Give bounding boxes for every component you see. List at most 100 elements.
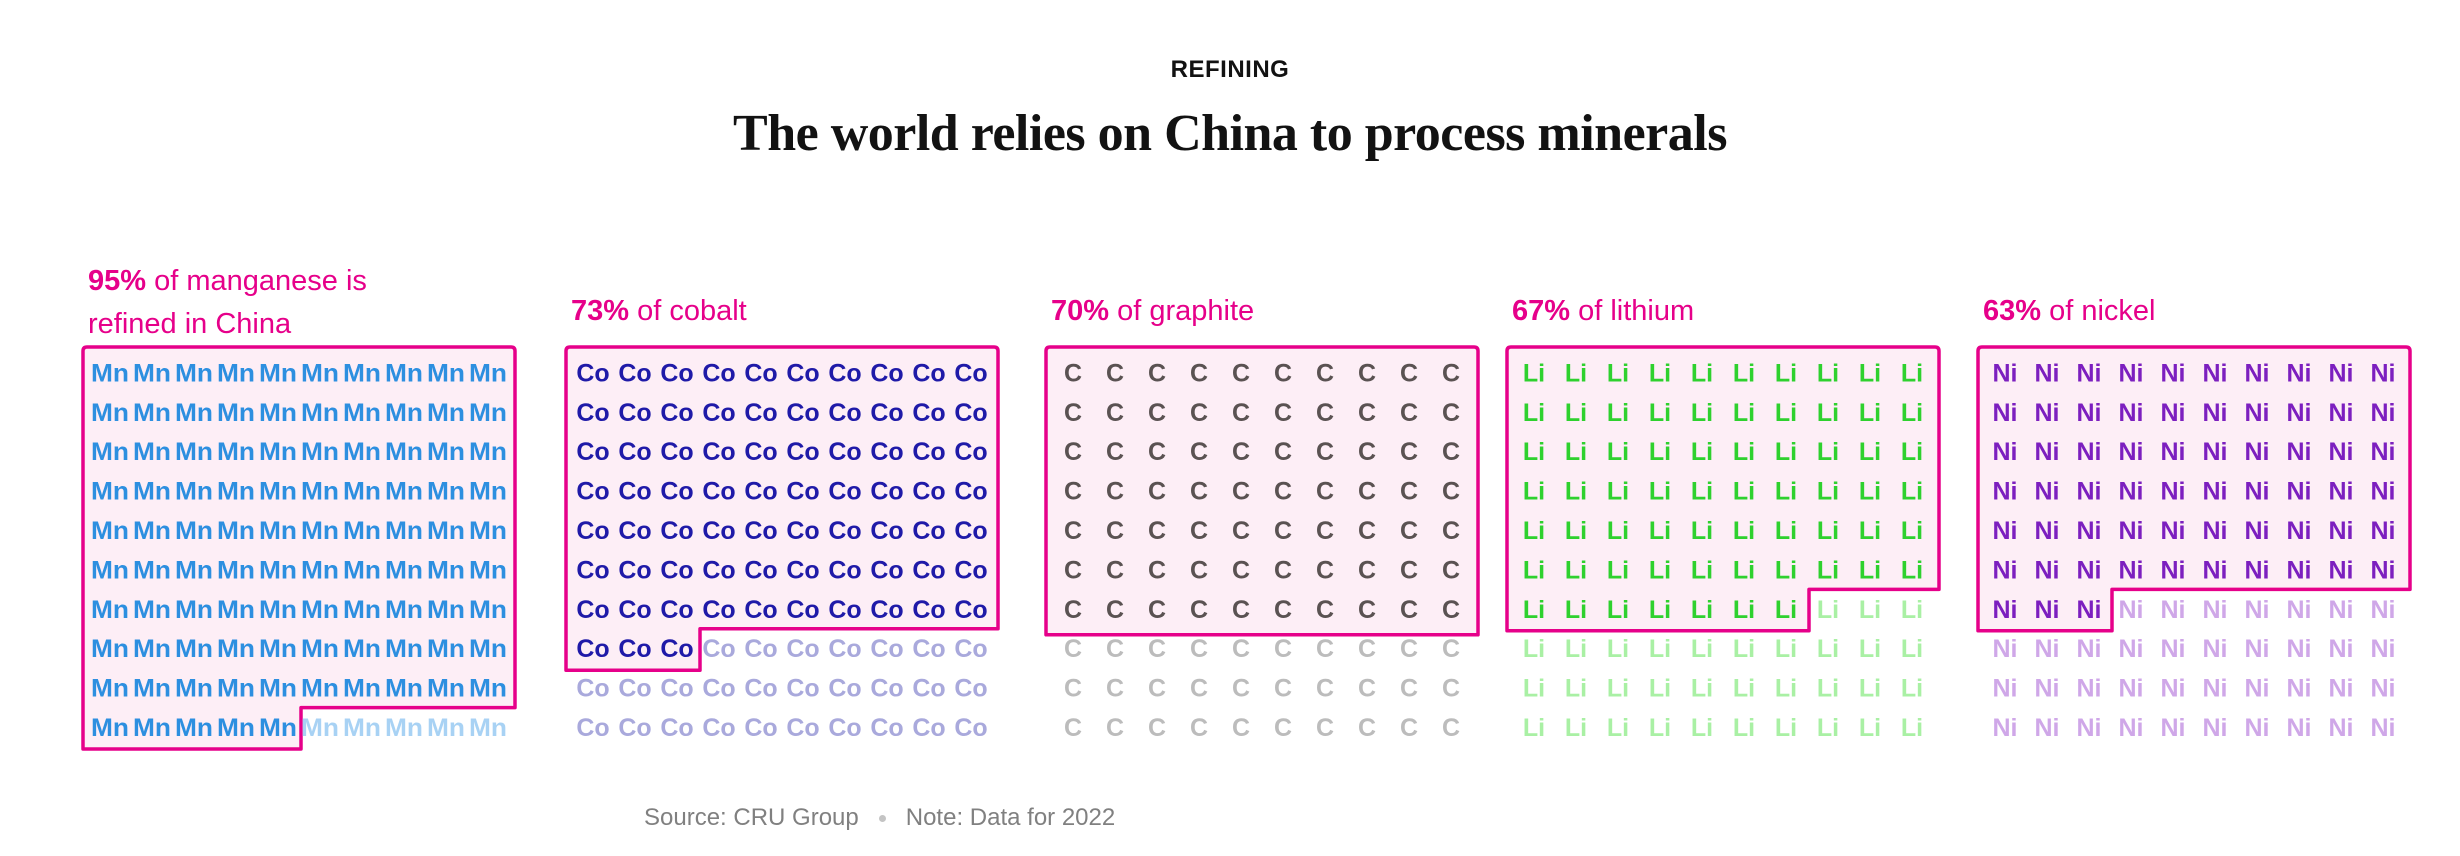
panel-label-percent: 67%: [1512, 295, 1570, 327]
unit-china: C: [1232, 596, 1250, 624]
unit-rest-of-world: Co: [744, 675, 777, 703]
china-share-outline: [1044, 345, 1480, 637]
unit-rest-of-world: Li: [1649, 714, 1671, 742]
unit-china: Mn: [343, 399, 381, 427]
unit-china: Co: [786, 478, 819, 506]
unit-china: Mn: [133, 596, 171, 624]
unit-china: Co: [744, 359, 777, 387]
unit-china: Mn: [301, 359, 339, 387]
unit-china: C: [1400, 517, 1418, 545]
unit-rest-of-world: C: [1442, 675, 1460, 703]
unit-china: Li: [1607, 438, 1629, 466]
unit-china: Ni: [1993, 359, 2018, 387]
unit-rest-of-world: Ni: [2371, 675, 2396, 703]
unit-rest-of-world: Co: [870, 714, 903, 742]
unit-rest-of-world: C: [1316, 675, 1334, 703]
unit-china: Li: [1691, 517, 1713, 545]
unit-rest-of-world: Ni: [2245, 714, 2270, 742]
unit-rest-of-world: C: [1358, 714, 1376, 742]
unit-china: C: [1442, 399, 1460, 427]
unit-rest-of-world: Co: [618, 714, 651, 742]
unit-china: Ni: [1993, 517, 2018, 545]
unit-china: Li: [1523, 359, 1545, 387]
unit-rest-of-world: Co: [786, 635, 819, 663]
unit-china: Mn: [385, 675, 423, 703]
panel-nickel: 63% of nickel Ni Ni Ni Ni Ni Ni Ni Ni Ni Ni Ni Ni Ni N…: [1976, 295, 2412, 742]
unit-china: Li: [1775, 517, 1797, 545]
unit-china: Mn: [259, 517, 297, 545]
unit-china: Co: [786, 517, 819, 545]
unit-china: Mn: [385, 399, 423, 427]
unit-china: Li: [1565, 478, 1587, 506]
unit-china: Mn: [175, 714, 213, 742]
unit-rest-of-world: Ni: [2329, 596, 2354, 624]
unit-rest-of-world: C: [1400, 675, 1418, 703]
unit-china: C: [1274, 517, 1292, 545]
unit-china: Li: [1523, 556, 1545, 584]
chart-title: The world relies on China to process min…: [733, 105, 1727, 162]
unit-rest-of-world: Co: [702, 675, 735, 703]
unit-china: Co: [660, 635, 693, 663]
unit-china: Ni: [1993, 556, 2018, 584]
unit-rest-of-world: C: [1148, 675, 1166, 703]
unit-china: Ni: [2287, 478, 2312, 506]
unit-china: Co: [618, 556, 651, 584]
unit-rest-of-world: Li: [1733, 635, 1755, 663]
unit-rest-of-world: C: [1190, 714, 1208, 742]
unit-china: C: [1106, 517, 1124, 545]
unit-china: Ni: [2035, 359, 2060, 387]
unit-china: Mn: [91, 359, 129, 387]
unit-china: Mn: [301, 438, 339, 466]
unit-china: Mn: [91, 635, 129, 663]
unit-china: Co: [744, 517, 777, 545]
unit-china: Li: [1859, 556, 1881, 584]
unit-rest-of-world: Li: [1691, 714, 1713, 742]
unit-china: Li: [1733, 438, 1755, 466]
china-share-outline: [564, 345, 1000, 672]
unit-china: Li: [1901, 438, 1923, 466]
unit-china: C: [1358, 399, 1376, 427]
unit-rest-of-world: Ni: [1993, 675, 2018, 703]
unit-china: Co: [618, 399, 651, 427]
unit-china: C: [1442, 478, 1460, 506]
unit-china: Li: [1733, 556, 1755, 584]
unit-china: Co: [702, 517, 735, 545]
unit-china: Ni: [2161, 556, 2186, 584]
unit-rest-of-world: Co: [744, 714, 777, 742]
china-share-outline: [81, 345, 517, 751]
unit-rest-of-world: Li: [1565, 675, 1587, 703]
unit-rest-of-world: Li: [1859, 714, 1881, 742]
unit-china: C: [1442, 359, 1460, 387]
unit-rest-of-world: Co: [576, 675, 609, 703]
unit-china: Li: [1649, 438, 1671, 466]
unit-rest-of-world: Ni: [2329, 675, 2354, 703]
unit-rest-of-world: C: [1274, 714, 1292, 742]
unit-rest-of-world: Mn: [301, 714, 339, 742]
unit-china: C: [1274, 399, 1292, 427]
unit-china: C: [1190, 438, 1208, 466]
unit-china: Mn: [175, 438, 213, 466]
unit-china: Ni: [2119, 556, 2144, 584]
unit-china: C: [1064, 399, 1082, 427]
panel-label-percent: 95%: [88, 265, 146, 297]
unit-china: Co: [744, 596, 777, 624]
unit-china: Ni: [2035, 399, 2060, 427]
unit-china: Co: [912, 517, 945, 545]
unit-china: Mn: [469, 517, 507, 545]
unit-china: C: [1316, 438, 1334, 466]
unit-china: Li: [1649, 478, 1671, 506]
unit-china: Li: [1901, 359, 1923, 387]
unit-rest-of-world: Li: [1691, 635, 1713, 663]
unit-china: Ni: [2245, 359, 2270, 387]
unit-china: Mn: [469, 635, 507, 663]
unit-china: Li: [1859, 517, 1881, 545]
unit-china: Mn: [469, 675, 507, 703]
unit-china: Co: [912, 438, 945, 466]
unit-china: Co: [576, 399, 609, 427]
unit-china: Ni: [2203, 556, 2228, 584]
unit-china: Ni: [2035, 556, 2060, 584]
unit-china: Co: [744, 399, 777, 427]
unit-rest-of-world: Ni: [2119, 635, 2144, 663]
unit-china: Mn: [217, 478, 255, 506]
unit-china: Li: [1523, 478, 1545, 506]
